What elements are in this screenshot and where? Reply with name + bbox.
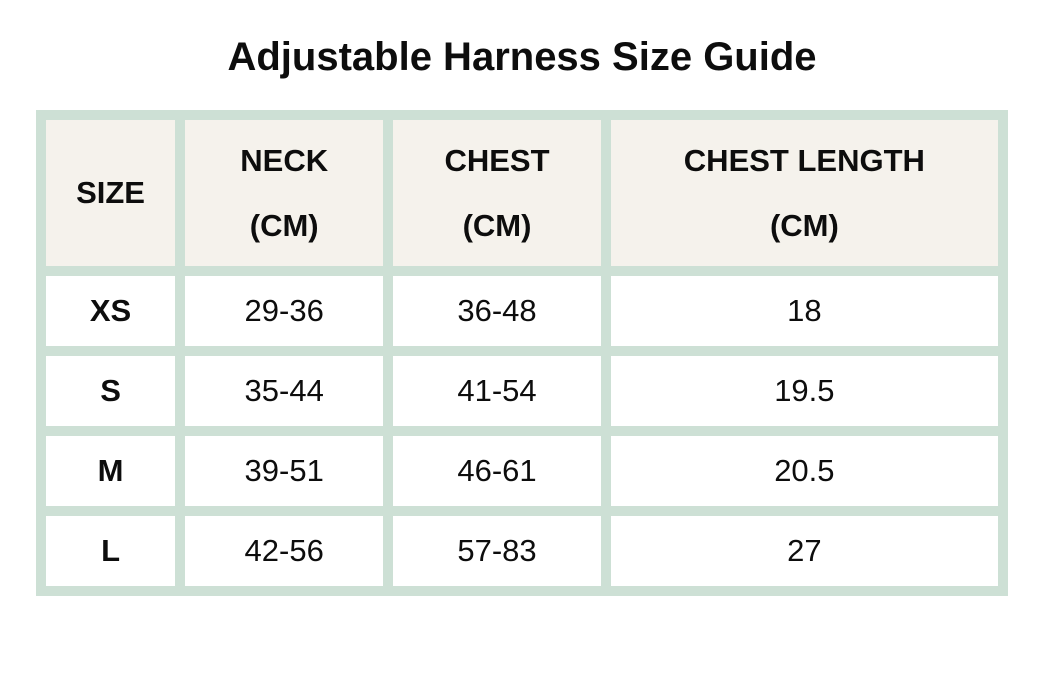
- size-cell: M: [46, 436, 176, 506]
- table-header: SIZE NECK (CM) CHEST (CM) CHEST LENGTH (CM): [46, 120, 998, 266]
- size-guide-table-container: SIZE NECK (CM) CHEST (CM) CHEST LENGTH (CM)…: [36, 110, 1008, 596]
- chest-value: 36-48: [393, 276, 601, 346]
- chest-value: 41-54: [393, 356, 601, 426]
- table-row-xs: XS 29-36 36-48 18: [46, 276, 998, 346]
- page-title: Adjustable Harness Size Guide: [227, 35, 817, 79]
- neck-value: 39-51: [185, 436, 384, 506]
- table-row-l: L 42-56 57-83 27: [46, 516, 998, 586]
- size-cell: XS: [46, 276, 176, 346]
- header-cell-chest: CHEST (CM): [393, 120, 601, 266]
- neck-value: 35-44: [185, 356, 384, 426]
- chest-length-value: 18: [610, 276, 998, 346]
- chest-length-value: 27: [610, 516, 998, 586]
- header-cell-size: SIZE: [46, 120, 176, 266]
- header-cell-chest-length: CHEST LENGTH (CM): [610, 120, 998, 266]
- header-unit: (CM): [249, 208, 319, 243]
- neck-value: 29-36: [185, 276, 384, 346]
- size-cell: L: [46, 516, 176, 586]
- table-row-s: S 35-44 41-54 19.5: [46, 356, 998, 426]
- table-row-m: M 39-51 46-61 20.5: [46, 436, 998, 506]
- chest-length-value: 20.5: [610, 436, 998, 506]
- header-cell-neck: NECK (CM): [185, 120, 384, 266]
- table-body: XS 29-36 36-48 18 S 35-44 41-54 19.5 M 3…: [46, 276, 998, 586]
- header-label: NECK: [240, 142, 329, 178]
- header-label: CHEST LENGTH: [683, 142, 925, 178]
- size-cell: S: [46, 356, 176, 426]
- size-guide-table: SIZE NECK (CM) CHEST (CM) CHEST LENGTH (CM)…: [36, 110, 1008, 596]
- header-unit: (CM): [769, 208, 839, 243]
- header-row: SIZE NECK (CM) CHEST (CM) CHEST LENGTH (CM): [46, 120, 998, 266]
- neck-value: 42-56: [185, 516, 384, 586]
- header-label: SIZE: [76, 175, 145, 211]
- chest-value: 46-61: [393, 436, 601, 506]
- chest-value: 57-83: [393, 516, 601, 586]
- header-unit: (CM): [462, 208, 532, 243]
- header-label: CHEST: [444, 142, 550, 178]
- chest-length-value: 19.5: [610, 356, 998, 426]
